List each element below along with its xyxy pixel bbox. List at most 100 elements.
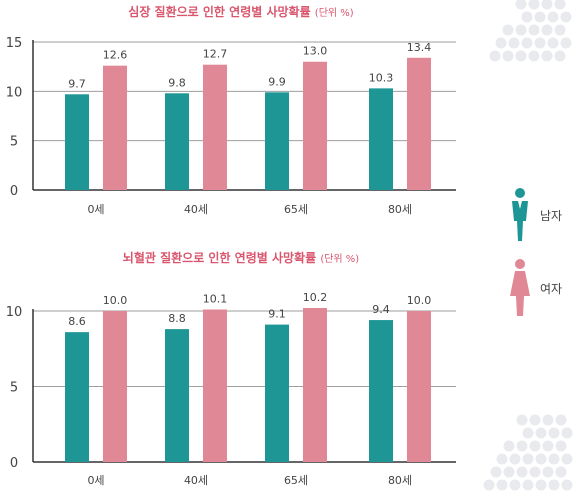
- chart1-bar-male: [65, 94, 89, 190]
- chart2-y-tick-label: 10: [6, 305, 23, 320]
- chart1-bar-female: [407, 57, 431, 190]
- chart1-bar-female: [203, 64, 227, 190]
- top-decor-dot: [554, 24, 566, 36]
- bottom-decor-dot: [529, 466, 541, 478]
- bottom-decor-dot: [496, 479, 508, 491]
- bottom-decor-dot: [529, 440, 541, 452]
- top-decor-dot: [502, 24, 514, 36]
- bottom-decor-dot: [542, 440, 554, 452]
- chart2-x-tick-label: 0세: [87, 474, 104, 487]
- top-decor-dot: [541, 0, 553, 10]
- chart1-x-tick-label: 40세: [184, 203, 208, 216]
- top-decor-dot: [534, 37, 546, 49]
- chart2-bar-male: [65, 332, 89, 462]
- top-decor-dot: [489, 50, 501, 62]
- bottom-decor-dot: [490, 466, 502, 478]
- bottom-decor-dot: [503, 440, 515, 452]
- bottom-decor-dot: [535, 453, 547, 465]
- top-decor-dot: [528, 24, 540, 36]
- top-decor-dot: [495, 37, 507, 49]
- bottom-decor-dot: [503, 466, 515, 478]
- chart1-bar-female: [303, 61, 327, 190]
- chart2-bar-male: [369, 320, 393, 462]
- bottom-decor-dot: [535, 427, 547, 439]
- chart2-bar-male: [165, 329, 189, 462]
- bottom-decor-dot: [483, 479, 495, 491]
- top-decor-dot: [515, 50, 527, 62]
- top-decor-dot: [560, 11, 572, 23]
- chart1-y-tick-label: 0: [10, 184, 18, 199]
- top-decor-dot: [547, 37, 559, 49]
- chart1-y-tick-label: 5: [10, 135, 18, 150]
- chart1-data-label: 13.4: [407, 41, 432, 54]
- bottom-decor-dot: [548, 479, 560, 491]
- chart2-data-label: 10.0: [103, 294, 128, 307]
- chart1-title: 심장 질환으로 인한 연령별 사망확률 (단위 %): [128, 4, 353, 19]
- chart2-x-tick-label: 80세: [388, 474, 412, 487]
- top-decor-dot: [515, 24, 527, 36]
- top-decor-dot: [541, 50, 553, 62]
- top-decor-dot: [560, 37, 572, 49]
- bottom-decor-dot: [516, 414, 528, 426]
- top-decor-dot: [528, 50, 540, 62]
- chart1-bar-male: [165, 93, 189, 190]
- chart1-data-label: 9.8: [168, 76, 186, 89]
- chart2-bar-male: [265, 324, 289, 462]
- bottom-decor-dot: [522, 479, 534, 491]
- chart2-data-label: 10.0: [407, 294, 432, 307]
- chart1-bar-male: [369, 88, 393, 190]
- chart2-title: 뇌혈관 질환으로 인한 연령별 사망확률 (단위 %): [123, 250, 360, 265]
- bottom-decor-dot: [522, 453, 534, 465]
- chart1-data-label: 10.3: [369, 71, 394, 84]
- female-person-icon: [510, 259, 530, 316]
- chart2-bar-female: [203, 309, 227, 462]
- bottom-decor-dot: [509, 453, 521, 465]
- top-decor-dot: [521, 37, 533, 49]
- top-decor-dot: [528, 0, 540, 10]
- bottom-decor-dot: [529, 414, 541, 426]
- bottom-decor-dot: [555, 414, 567, 426]
- bottom-decor-dot: [522, 427, 534, 439]
- legend-label-female: 여자: [540, 282, 563, 296]
- bottom-decor-dot: [516, 440, 528, 452]
- chart1-x-tick-label: 0세: [87, 203, 104, 216]
- top-decor-dot: [515, 0, 527, 10]
- bottom-decor-dot: [561, 453, 573, 465]
- chart1-data-label: 9.7: [68, 77, 86, 90]
- legend-female: 여자: [500, 258, 570, 318]
- chart2-data-label: 9.4: [372, 303, 390, 316]
- chart1-y-tick-label: 10: [6, 85, 23, 100]
- chart2-x-tick-label: 40세: [184, 474, 208, 487]
- bottom-decor-dot: [548, 427, 560, 439]
- bottom-decor-dot: [516, 466, 528, 478]
- chart2-y-tick-label: 0: [10, 456, 18, 471]
- bottom-decor-dot: [509, 479, 521, 491]
- chart2-data-label: 8.8: [168, 312, 186, 325]
- chart1-x-tick-label: 65세: [284, 203, 308, 216]
- chart2-data-label: 10.2: [303, 291, 328, 304]
- top-decor-dot: [554, 0, 566, 10]
- chart2-data-label: 10.1: [203, 292, 228, 305]
- chart2-bar-female: [303, 307, 327, 462]
- chart1-data-label: 12.7: [203, 48, 228, 61]
- bottom-decor-dot: [561, 479, 573, 491]
- chart2-data-label: 8.6: [68, 315, 86, 328]
- bottom-decor-dot: [555, 440, 567, 452]
- chart1-data-label: 9.9: [268, 75, 286, 88]
- chart2-data-label: 9.1: [268, 308, 286, 321]
- top-decor-dot: [547, 11, 559, 23]
- bottom-decor-dot: [561, 427, 573, 439]
- chart1-bar-female: [103, 65, 127, 190]
- chart1-x-tick-label: 80세: [388, 203, 412, 216]
- chart2-y-tick-label: 5: [10, 381, 18, 396]
- legend-label-male: 남자: [540, 209, 563, 223]
- chart2-bar-female: [407, 311, 431, 462]
- male-person-icon: [512, 188, 528, 241]
- bottom-decor-dot: [535, 479, 547, 491]
- top-decor-dot: [541, 24, 553, 36]
- top-decor-dot: [521, 11, 533, 23]
- chart1-bar-male: [265, 92, 289, 190]
- bottom-decor-dot: [548, 453, 560, 465]
- bottom-decor-dot: [542, 414, 554, 426]
